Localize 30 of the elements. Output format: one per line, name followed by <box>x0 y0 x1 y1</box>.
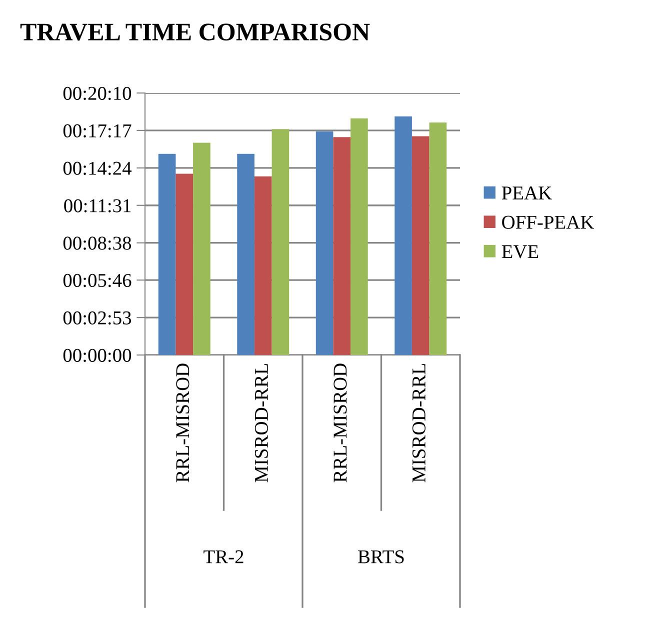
bar <box>350 118 368 355</box>
bar <box>272 129 290 355</box>
bar <box>254 176 272 355</box>
y-tick-label: 00:08:38 <box>63 236 132 250</box>
y-tick-label: 00:02:53 <box>63 311 132 325</box>
y-tick-label: 00:11:31 <box>64 199 131 212</box>
bar <box>429 122 447 355</box>
y-tick-label: 00:00:00 <box>63 348 132 362</box>
x-tick-label: RRL-MISROD <box>334 364 347 482</box>
text: BRTS <box>358 550 404 564</box>
bar <box>412 136 430 355</box>
y-tick-label: 00:14:24 <box>63 162 132 175</box>
x-tick-label: MISROD-RRL <box>412 364 426 482</box>
bar <box>176 174 194 355</box>
bar <box>333 137 351 355</box>
y-tick-label: 00:20:10 <box>63 86 132 100</box>
legend-label: PEAK <box>502 186 552 200</box>
x-tick-label: MISROD-RRL <box>254 364 268 482</box>
x-tick-label: RRL-MISROD <box>176 364 190 482</box>
legend-label: EVE <box>502 245 538 258</box>
legend-label: OFF-PEAK <box>502 216 594 229</box>
bar <box>193 142 210 355</box>
text: TR-2 <box>204 550 244 564</box>
y-tick-label: 00:17:17 <box>63 124 132 138</box>
chart-title: TRAVEL TIME COMPARISON <box>20 24 370 41</box>
bar <box>316 131 334 355</box>
bar <box>394 116 412 355</box>
y-tick-label: 00:05:46 <box>63 274 132 288</box>
bar <box>237 154 254 355</box>
bar <box>158 154 176 355</box>
